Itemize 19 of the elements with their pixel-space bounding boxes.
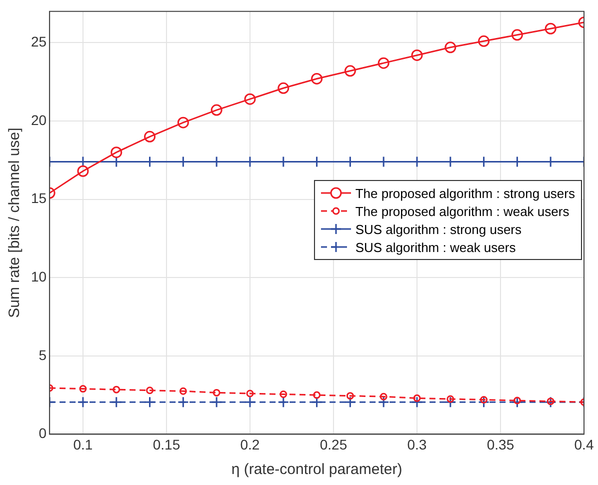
x-tick-label: 0.3 [407, 436, 427, 452]
x-axis-title: η (rate-control parameter) [231, 461, 402, 478]
y-tick-label: 15 [30, 190, 47, 206]
x-tick-label: 0.25 [320, 436, 348, 452]
legend-label: The proposed algorithm : weak users [355, 204, 570, 218]
x-tick-label: 0.35 [486, 436, 514, 452]
y-tick-label: 20 [30, 112, 47, 128]
y-axis-title: Sum rate [bits / channel use] [6, 128, 24, 318]
x-tick-label: 0.2 [240, 436, 260, 452]
y-tick-label: 5 [38, 346, 47, 363]
x-tick-label: 0.4 [574, 436, 594, 452]
x-tick-label: 0.15 [152, 436, 180, 452]
y-tick-label: 25 [30, 34, 47, 50]
legend-label: The proposed algorithm : strong users [355, 186, 575, 200]
legend-label: SUS algorithm : strong users [355, 222, 522, 236]
y-tick-label: 0 [38, 425, 47, 442]
x-tick-label: 0.1 [73, 436, 93, 452]
y-tick-label: 10 [30, 268, 47, 284]
legend-label: SUS algorithm : weak users [355, 240, 516, 254]
